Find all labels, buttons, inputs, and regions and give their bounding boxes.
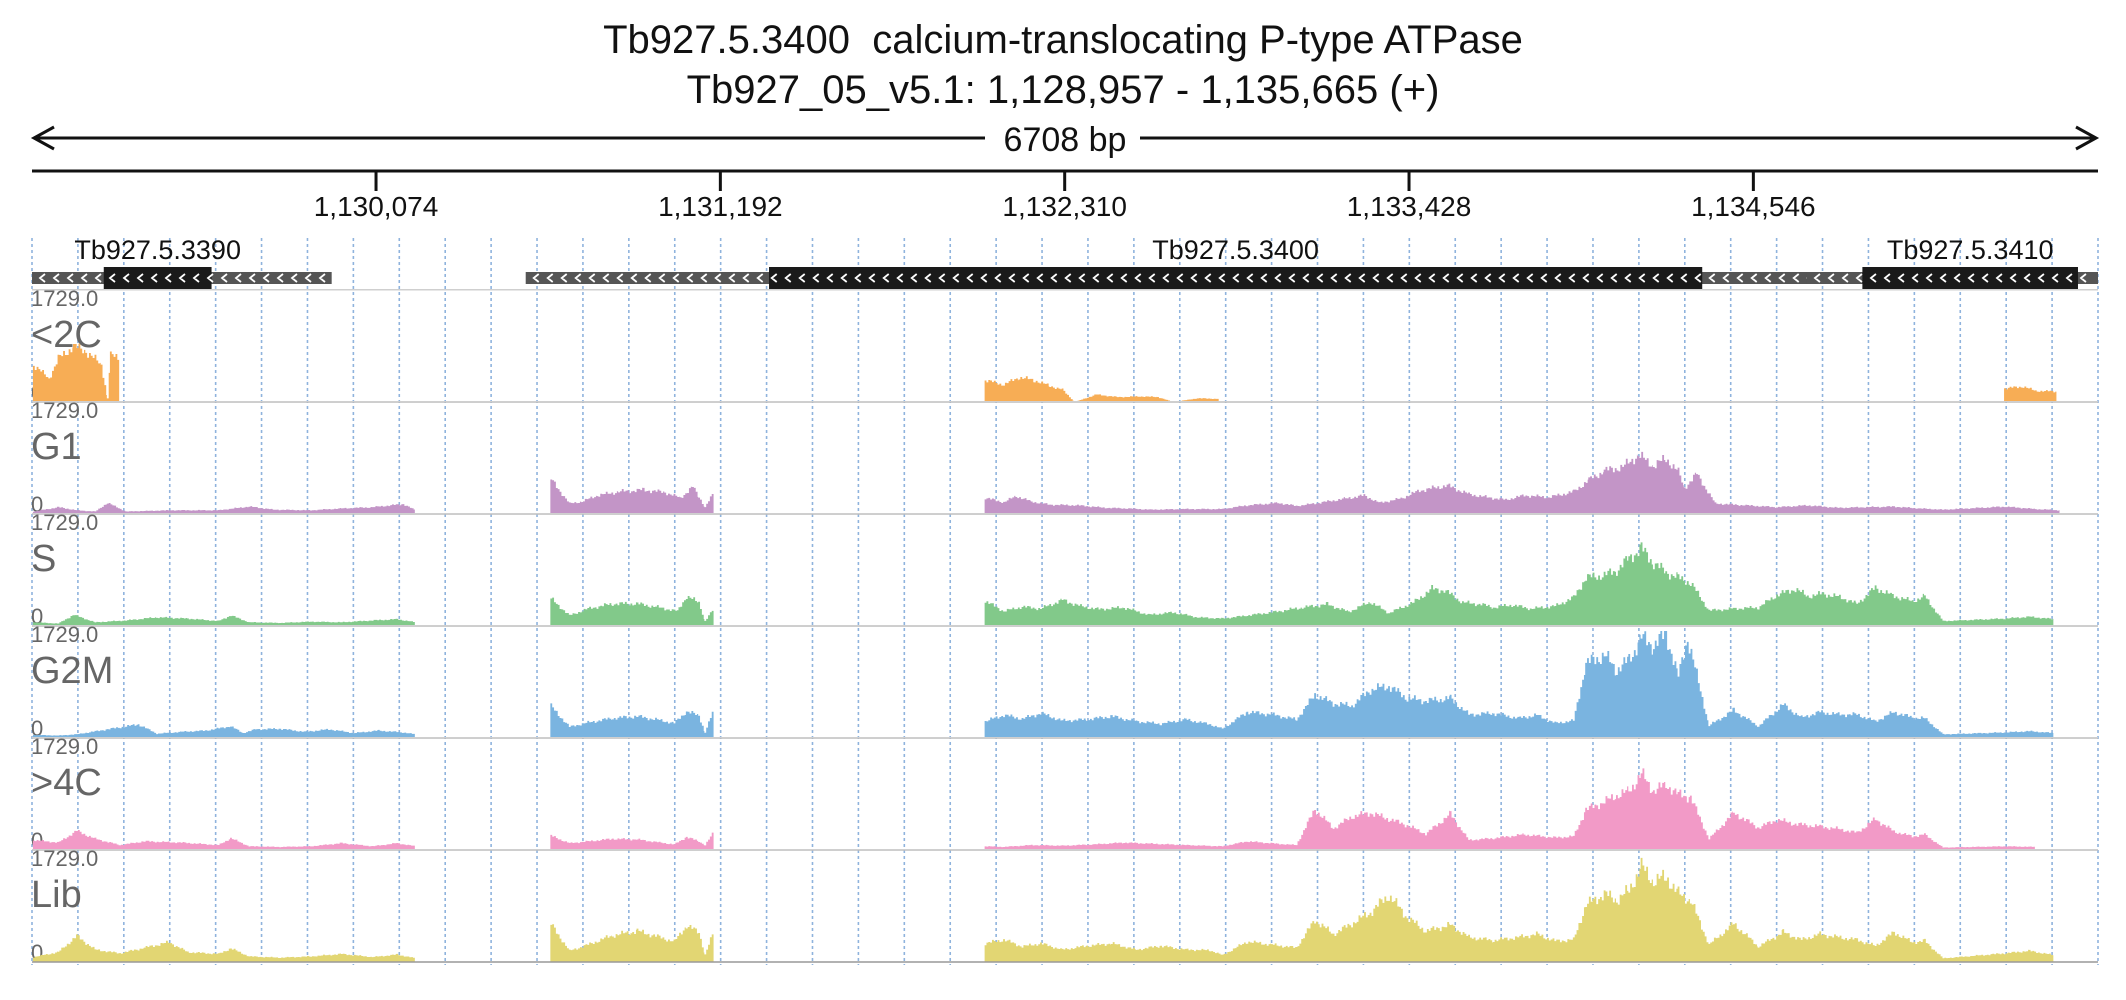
track-name-label: <2C xyxy=(31,314,102,356)
track-ymax-label: 1729.0 xyxy=(31,510,98,535)
gene-label: Tb927.5.3400 xyxy=(1152,235,1319,265)
coverage-area xyxy=(32,631,2054,738)
track-top-border xyxy=(32,625,2098,627)
page-title-line-1: Tb927.5.3400 calcium-translocating P-typ… xyxy=(603,18,1523,62)
track-ymin-label: 0 xyxy=(31,716,43,741)
track-ymax-label: 1729.0 xyxy=(31,734,98,759)
gene-cds xyxy=(769,267,1703,289)
gene-strand-arrows xyxy=(1813,273,2087,283)
coverage-area xyxy=(32,542,2054,626)
track-name-label: G1 xyxy=(31,426,82,468)
gene-strand-arrows xyxy=(38,273,326,283)
track-ymax-label: 1729.0 xyxy=(31,286,98,311)
x-tick-label: 1,133,428 xyxy=(1347,191,1472,222)
coverage-track: 1729.0 0 G2M xyxy=(31,622,2098,741)
track-top-border xyxy=(32,849,2098,851)
track-name-label: Lib xyxy=(31,874,82,916)
coverage-track: 1729.00>4C xyxy=(31,734,2098,853)
coverage-area xyxy=(32,451,2060,514)
x-tick-label: 1,132,310 xyxy=(1002,191,1127,222)
coverage-track: 1729.00<2C xyxy=(31,286,2098,405)
page-title-line-2: Tb927_05_v5.1: 1,128,957 - 1,135,665 (+) xyxy=(686,68,1440,112)
coverage-area xyxy=(32,343,2057,402)
span-arrow-left xyxy=(30,125,55,151)
track-top-border xyxy=(32,737,2098,739)
gene-label: Tb927.5.3410 xyxy=(1887,235,2054,265)
track-ymax-label: 1729.0 xyxy=(31,398,98,423)
x-tick-label: 1,130,074 xyxy=(314,191,439,222)
track-name-label: G2M xyxy=(31,650,113,692)
x-tick-label: 1,134,546 xyxy=(1691,191,1816,222)
x-tick-label: 1,131,192 xyxy=(658,191,783,222)
gene-cds xyxy=(103,267,212,289)
gene-strand-arrows xyxy=(532,273,1856,283)
track-name-label: >4C xyxy=(31,762,102,804)
coverage-track: 1729.00S xyxy=(31,510,2098,629)
track-name-label: S xyxy=(31,538,56,580)
track-top-border xyxy=(32,289,2098,291)
coverage-area xyxy=(32,768,2035,850)
track-ymax-label: 1729.0 xyxy=(31,846,98,871)
span-length-label: 6708 bp xyxy=(1004,121,1127,159)
track-top-border xyxy=(32,401,2098,403)
coverage-area xyxy=(32,857,2054,962)
gene-label: Tb927.5.3390 xyxy=(74,235,241,265)
track-ymax-label: 1729.0 xyxy=(31,622,98,647)
span-arrow-right xyxy=(2075,125,2100,151)
track-top-border xyxy=(32,513,2098,515)
